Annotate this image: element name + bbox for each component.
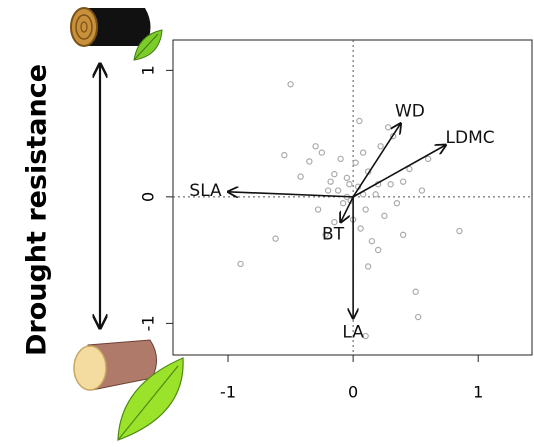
point: [363, 207, 368, 212]
x-tick-label: -1: [220, 383, 236, 402]
point: [457, 228, 462, 233]
loading-arrow: [228, 192, 353, 197]
chart: Drought resistance -1 0 1 -1 0 1 WD LDMC SLA LA BT: [0, 0, 534, 447]
y-tick-label: 1: [139, 65, 158, 75]
point: [338, 156, 343, 161]
x-tick-label: 0: [348, 383, 358, 402]
arrow-label: LA: [342, 322, 364, 342]
point: [341, 201, 346, 206]
point: [358, 226, 363, 231]
point: [382, 213, 387, 218]
point: [366, 264, 371, 269]
point: [401, 232, 406, 237]
arrow-label: BT: [322, 225, 345, 245]
arrow-label: SLA: [189, 181, 222, 201]
point: [238, 261, 243, 266]
point: [336, 188, 341, 193]
point: [328, 179, 333, 184]
wood-icon-dense: [71, 8, 151, 46]
arrow-label: LDMC: [446, 128, 495, 148]
point: [386, 125, 391, 130]
point: [369, 239, 374, 244]
x-tick-label: 1: [473, 383, 483, 402]
point: [288, 82, 293, 87]
point: [298, 174, 303, 179]
point: [361, 150, 366, 155]
point: [347, 182, 352, 187]
point: [332, 171, 337, 176]
point: [326, 188, 331, 193]
point: [373, 192, 378, 197]
point: [313, 144, 318, 149]
point: [353, 160, 358, 165]
point: [378, 144, 383, 149]
point: [376, 247, 381, 252]
arrow-label: WD: [395, 102, 425, 122]
y-tick-label: -1: [139, 315, 158, 331]
point: [273, 236, 278, 241]
point: [394, 201, 399, 206]
point: [307, 159, 312, 164]
point: [426, 156, 431, 161]
loading-arrow: [353, 145, 446, 197]
page: Drought resistance -1 0 1 -1 0 1 WD LDMC SLA LA BT…: [0, 0, 534, 447]
point: [316, 207, 321, 212]
point: [416, 314, 421, 319]
point: [413, 289, 418, 294]
y-axis-label: Drought resistance: [22, 64, 53, 356]
point: [357, 118, 362, 123]
point: [319, 150, 324, 155]
point: [344, 175, 349, 180]
point: [401, 179, 406, 184]
point: [388, 182, 393, 187]
point: [282, 153, 287, 158]
point: [419, 188, 424, 193]
y-tick-label: 0: [139, 192, 158, 202]
